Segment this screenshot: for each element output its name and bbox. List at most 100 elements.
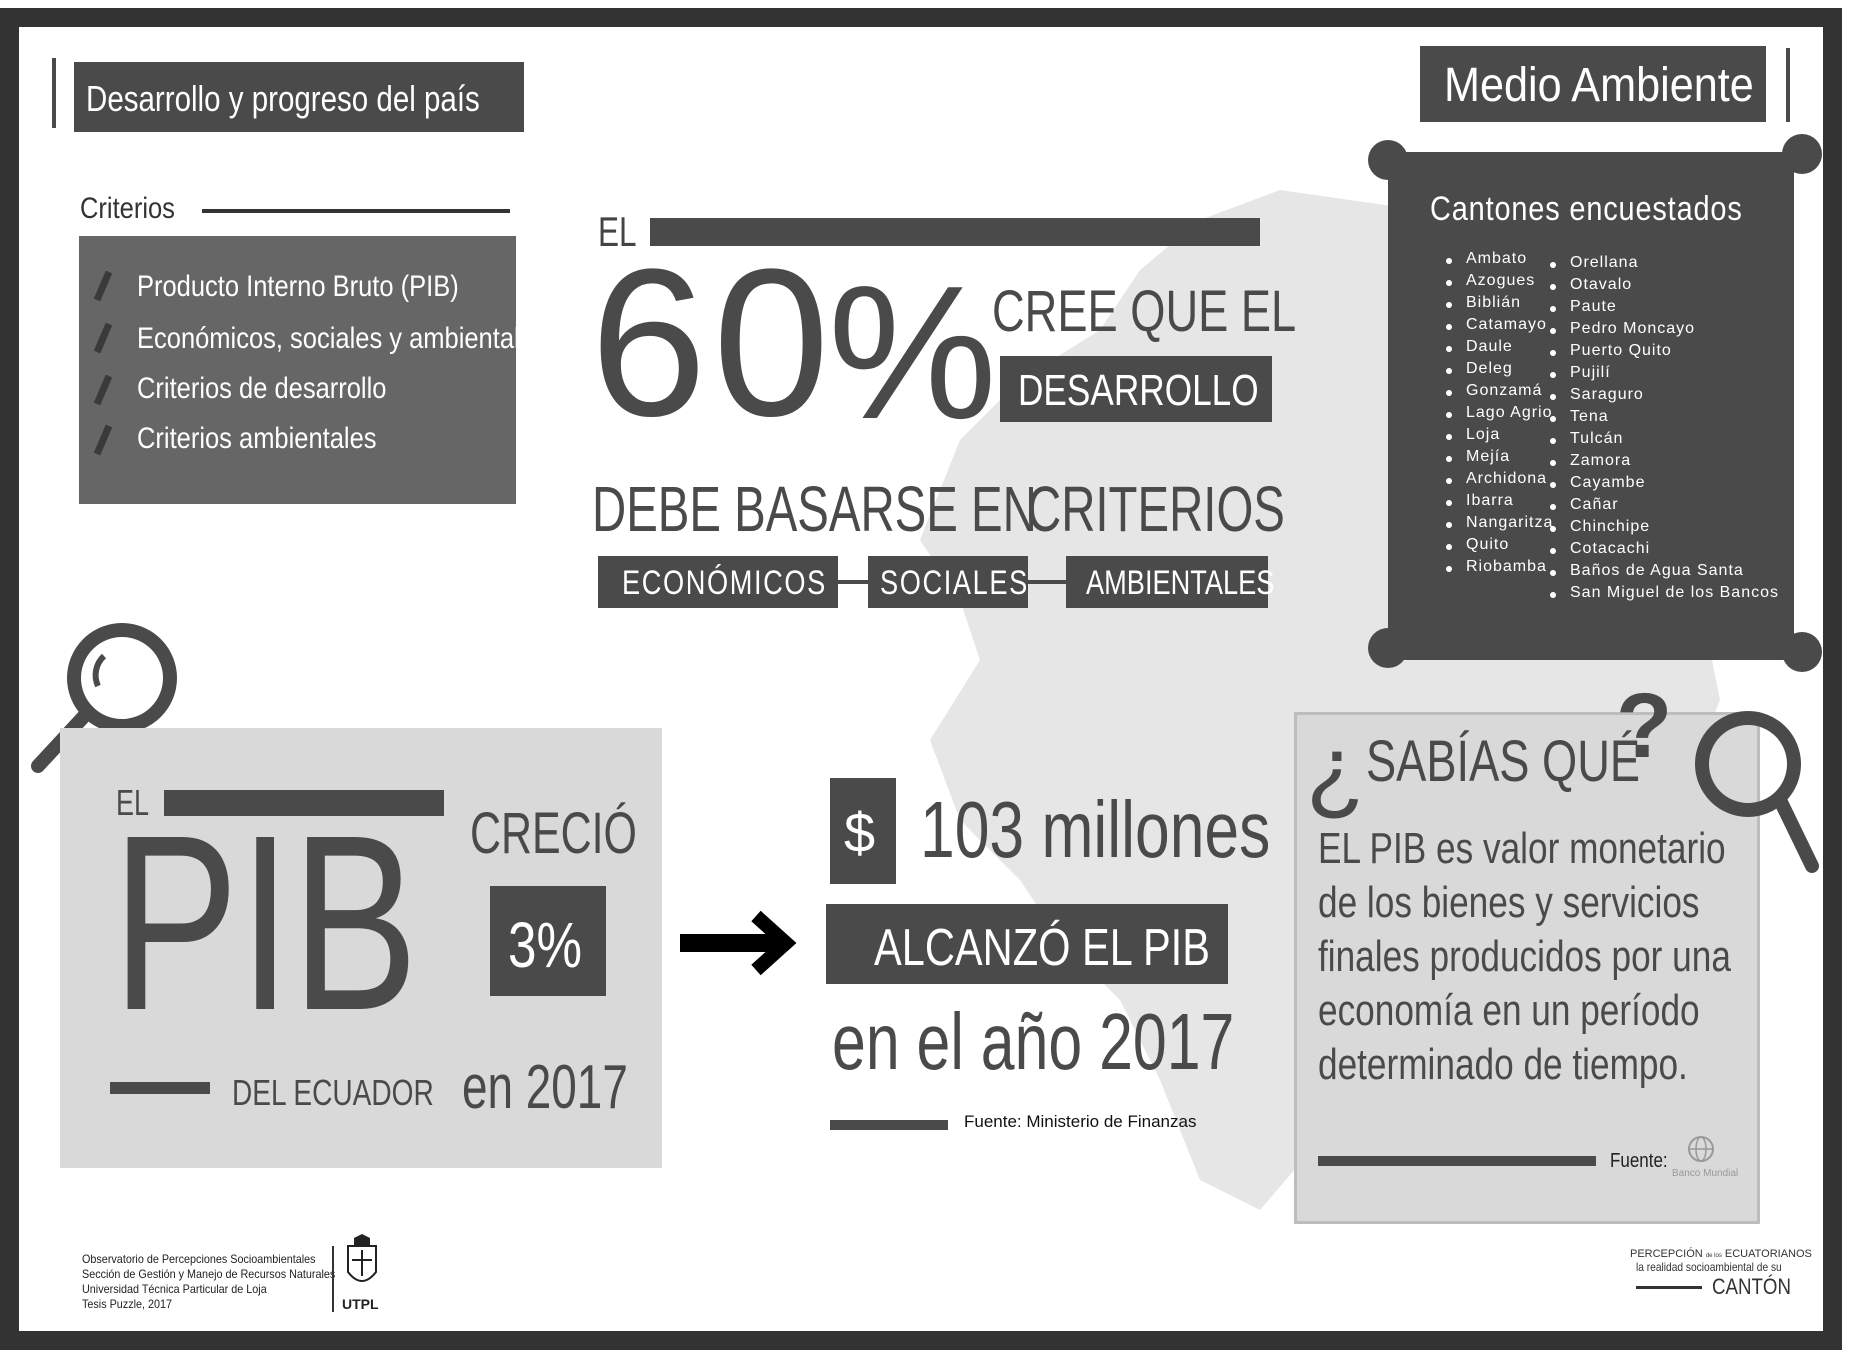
footer-line: Sección de Gestión y Manejo de Recursos … [82,1267,336,1281]
canton-list-item: Gonzamá [1446,382,1556,404]
canton-list-item: Mejía [1446,448,1556,470]
bullet-icon [1446,544,1452,550]
header-left-bar [52,58,56,128]
header-right-box: Medio Ambiente [1420,46,1766,122]
header-left-title: Desarrollo y progreso del país [86,78,480,119]
canton-name: Azogues [1466,272,1536,289]
criterio-item: Criterios de desarrollo [137,372,387,405]
canton-name: Ibarra [1466,492,1514,509]
bullet-icon [1550,394,1556,400]
bullet-icon [1550,284,1556,290]
tag-economicos-label: ECONÓMICOS [622,564,827,602]
pib-el-bar [164,790,444,816]
cantones-col2: Orellana Otavalo Paute Pedro Moncayo Puerto … [1550,254,1790,606]
bullet-icon [1550,482,1556,488]
cantones-col1: Ambato Azogues Biblián Catamayo Daule Deleg Go… [1446,250,1556,580]
footer-right-small: de los [1705,1253,1722,1259]
sabias-title: SABÍAS QUÉ [1366,729,1641,794]
footer-right-ecuatorianos: ECUATORIANOS [1724,1248,1812,1260]
canton-list-item: Azogues [1446,272,1556,294]
criterios-heading-rule [202,209,510,213]
canton-list-item: Cotacachi [1550,540,1790,562]
sabias-text: EL PIB es valor monetario de los bienes … [1318,822,1834,1092]
canton-name: Ambato [1466,250,1528,267]
panel-corner-dot [1368,628,1408,668]
canton-list-item: Quito [1446,536,1556,558]
canton-name: Cayambe [1570,474,1646,491]
canton-name: Pedro Moncayo [1570,320,1696,337]
canton-name: Cotacachi [1570,540,1651,557]
millones-fuente: Fuente: Ministerio de Finanzas [964,1112,1197,1131]
canton-name: Quito [1466,536,1510,553]
pib-ecuador-bar [110,1082,210,1094]
sabias-close-q: ? [1616,675,1673,777]
canton-name: Baños de Agua Santa [1570,562,1744,579]
stat-desarrollo: DESARROLLO [1018,366,1259,415]
bullet-icon [1550,328,1556,334]
bullet-icon [1446,346,1452,352]
cantones-panel [1388,152,1794,660]
bullet-icon [1446,412,1452,418]
criterio-item: Económicos, sociales y ambientales [137,322,547,355]
canton-name: Saraguro [1570,386,1644,403]
bullet-icon [1550,548,1556,554]
tag-economicos: ECONÓMICOS [598,556,838,608]
sabias-box [1294,712,1760,1224]
header-right-bar [1786,48,1790,122]
canton-name: Daule [1466,338,1513,355]
canton-name: Gonzamá [1466,382,1543,399]
cantones-title: Cantones encuestados [1430,190,1743,228]
panel-corner-dot [1782,632,1822,672]
canton-name: Biblián [1466,294,1522,311]
footer-right-rule [1636,1286,1702,1289]
footer-line: Tesis Puzzle, 2017 [82,1297,173,1311]
bullet-icon [1550,438,1556,444]
pib-percent-box: 3% [490,886,606,996]
canton-list-item: Biblián [1446,294,1556,316]
sabias-text-line: EL PIB es valor monetario [1318,824,1726,873]
bullet-icon [1550,262,1556,268]
canton-name: Catamayo [1466,316,1547,333]
footer-line: Observatorio de Percepciones Socioambien… [82,1252,316,1266]
bullet-icon [1446,302,1452,308]
tag-connector [838,580,868,584]
bullet-icon [1550,460,1556,466]
bullet-icon [1446,434,1452,440]
canton-name: Tulcán [1570,430,1624,447]
canton-name: Zamora [1570,452,1632,469]
sabias-text-line: economía en un período [1318,986,1700,1035]
dollar-sign: $ [844,801,876,864]
stat-el: EL [598,208,637,255]
stat-desarrollo-box: DESARROLLO [1000,356,1272,422]
bullet-icon [1446,478,1452,484]
canton-name: San Miguel de los Bancos [1570,584,1779,601]
millones-year: en el año 2017 [832,997,1235,1086]
footer-right-logo: PERCEPCIÓN de los ECUATORIANOS la realid… [1630,1248,1812,1302]
criterio-item: Criterios ambientales [137,422,377,455]
canton-list-item: San Miguel de los Bancos [1550,584,1790,606]
footer-right-percepcion: PERCEPCIÓN [1630,1248,1703,1260]
slash-icon [93,322,113,354]
criterio-item: Producto Interno Bruto (PIB) [137,270,459,303]
bullet-icon [1550,504,1556,510]
sabias-text-line: determinado de tiempo. [1318,1040,1688,1089]
canton-list-item: Archidona [1446,470,1556,492]
tag-ambientales-label: AMBIENTALES [1086,564,1275,602]
bullet-icon [1550,570,1556,576]
canton-name: Pujilí [1570,364,1611,381]
header-right-title: Medio Ambiente [1444,59,1754,112]
canton-list-item: Catamayo [1446,316,1556,338]
canton-list-item: Riobamba [1446,558,1556,580]
canton-name: Lago Agrio [1466,404,1553,421]
canton-name: Puerto Quito [1570,342,1672,359]
pib-year: en 2017 [462,1053,628,1122]
bullet-icon [1550,372,1556,378]
footer-credits: Observatorio de Percepciones Socioambien… [82,1252,363,1312]
sabias-open-q: ¿ [1306,716,1365,823]
slash-icon [93,424,113,456]
pib-crecio: CRECIÓ [470,801,637,866]
canton-name: Riobamba [1466,558,1547,575]
canton-list-item: Cayambe [1550,474,1790,496]
canton-list-item: Nangaritza [1446,514,1556,536]
bullet-icon [1550,592,1556,598]
